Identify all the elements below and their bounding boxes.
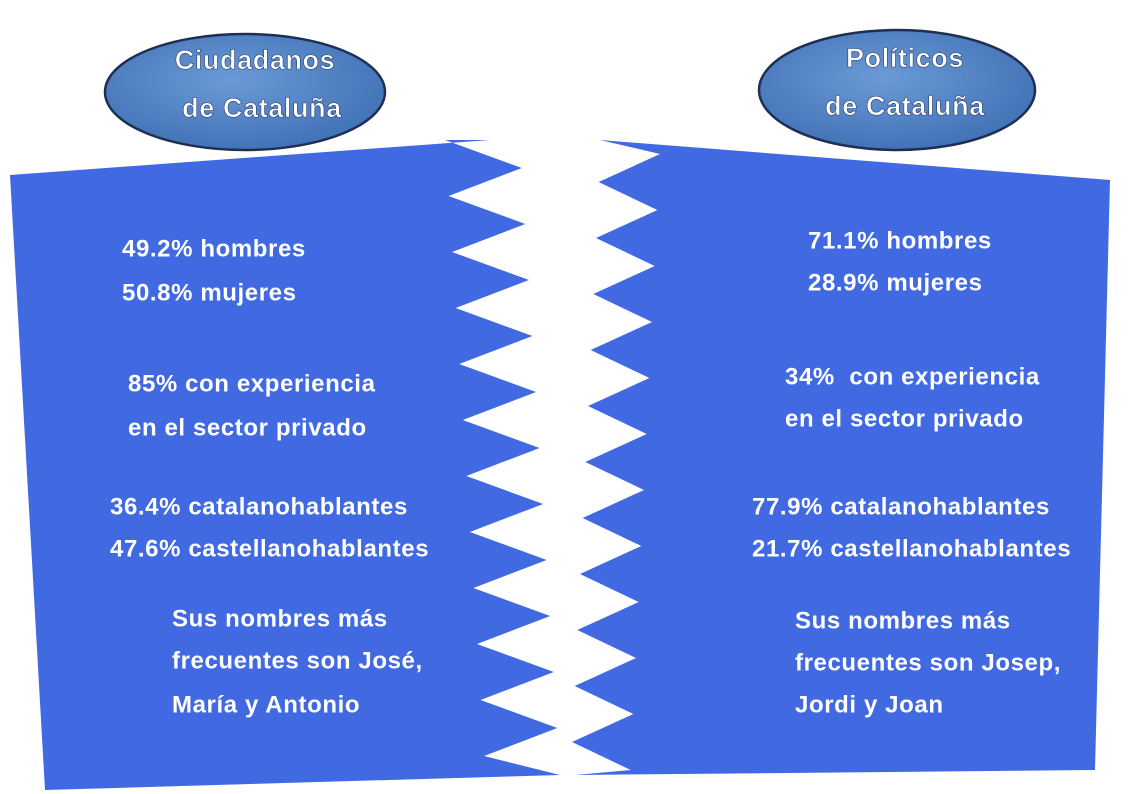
left-text: frecuentes son José, <box>172 647 423 674</box>
right-text: Sus nombres más <box>795 607 1011 634</box>
left-text: 85% con experiencia <box>128 370 376 397</box>
left-text: 49.2% hombres <box>122 235 306 262</box>
infographic: Ciudadanos de Cataluña Políticos de Cata… <box>0 0 1129 794</box>
right-text: 71.1% hombres <box>808 227 992 254</box>
left-text: María y Antonio <box>172 691 360 718</box>
right-title: Políticos <box>846 43 964 73</box>
left-title: de Cataluña <box>182 93 342 123</box>
right-text: Jordi y Joan <box>795 691 944 718</box>
left-text: en el sector privado <box>128 414 367 441</box>
left-text: Sus nombres más <box>172 605 388 632</box>
right-text: frecuentes son Josep, <box>795 649 1061 676</box>
right-text: 21.7% castellanohablantes <box>752 535 1071 562</box>
left-text: 47.6% castellanohablantes <box>110 535 429 562</box>
left-title: Ciudadanos <box>175 45 336 75</box>
left-text: 50.8% mujeres <box>122 279 297 306</box>
right-text: 34% con experiencia <box>785 363 1040 390</box>
right-title: de Cataluña <box>825 91 985 121</box>
right-text: en el sector privado <box>785 405 1024 432</box>
right-text: 28.9% mujeres <box>808 269 983 296</box>
left-text: 36.4% catalanohablantes <box>110 493 408 520</box>
right-text: 77.9% catalanohablantes <box>752 493 1050 520</box>
